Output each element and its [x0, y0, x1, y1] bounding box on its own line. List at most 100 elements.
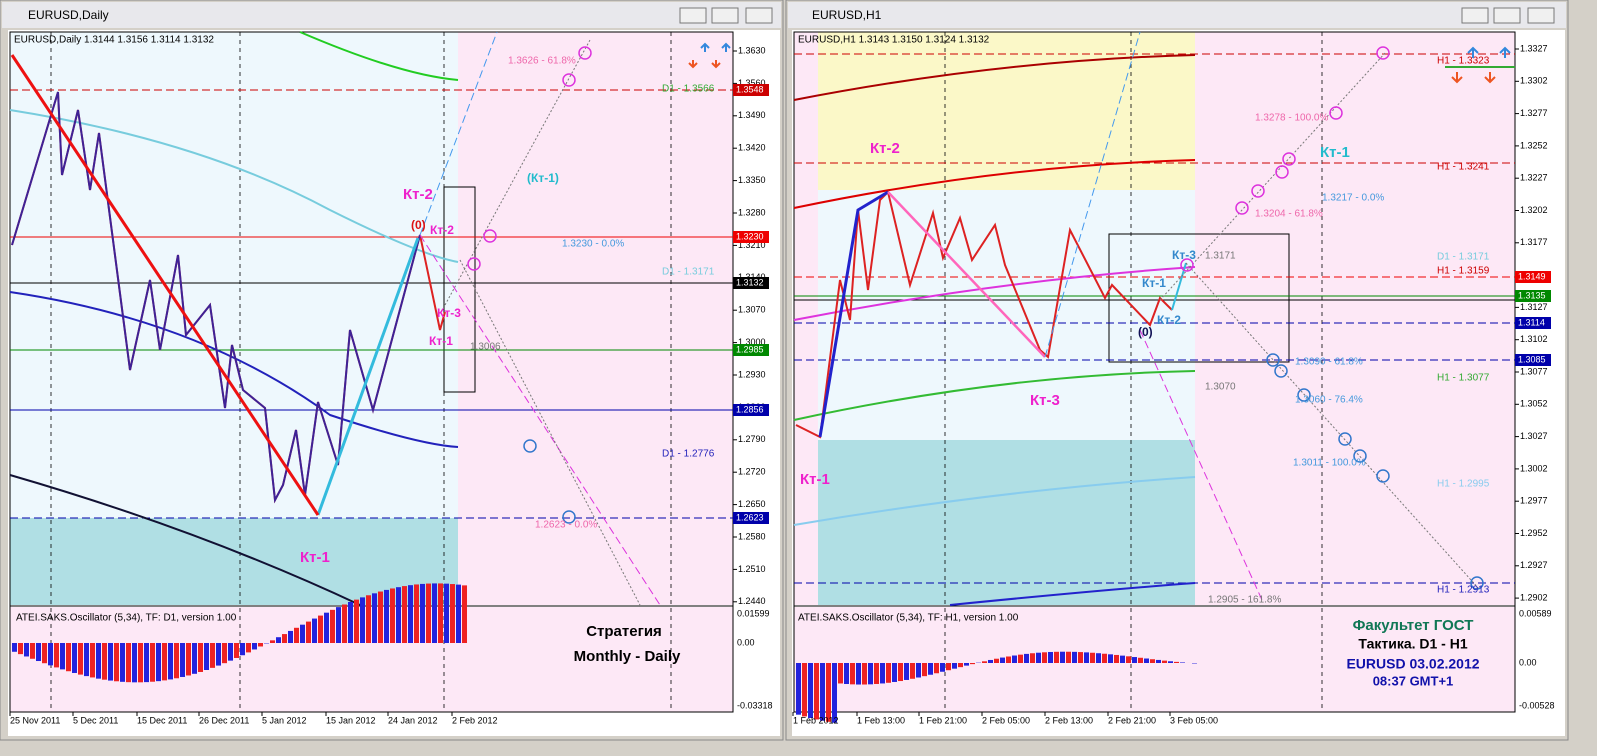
annotation: H1 - 1.2995 [1437, 479, 1490, 490]
oscillator-bar [832, 663, 837, 723]
annotation: 1.3006 [470, 342, 501, 353]
maximize-button[interactable] [1493, 7, 1521, 24]
price-tag-label: 1.3149 [1518, 271, 1546, 281]
oscillator-bar [1036, 652, 1041, 663]
oscillator-bar [438, 583, 443, 643]
minimize-button[interactable] [679, 7, 707, 24]
arrows [688, 42, 1515, 84]
annotation: 1.3217 - 0.0% [1322, 193, 1384, 204]
oscillator-bar [922, 663, 927, 677]
price-tag [733, 512, 769, 524]
price-tag [733, 277, 769, 289]
annotation: H1 - 1.3241 [1437, 162, 1490, 173]
price-tick-label: 1.2440 [738, 596, 766, 606]
price-tick-label: 1.3077 [1520, 366, 1548, 376]
maximize-button[interactable] [711, 7, 739, 24]
oscillator-bar [66, 643, 71, 672]
oscillator-tick-label: 0.01599 [737, 608, 770, 618]
oscillator-bar [30, 643, 35, 659]
oscillator-bar [1048, 651, 1053, 663]
price-tag-label: 1.2985 [736, 344, 764, 354]
oscillator-bar [162, 643, 167, 681]
close-button[interactable] [745, 7, 773, 24]
oscillator-bar [210, 643, 215, 668]
oscillator-bar [444, 583, 449, 643]
price-tick-label: 1.3202 [1520, 205, 1548, 215]
oscillator-tick-label: -0.00528 [1519, 700, 1555, 710]
annotation: Кт-2 [870, 140, 900, 157]
zone [10, 518, 458, 605]
oscillator-bar [252, 643, 257, 650]
oscillator-bar [150, 643, 155, 682]
oscillator-bar [946, 663, 951, 671]
oscillator-bar [1132, 657, 1137, 663]
annotation: Кт-2 [430, 223, 454, 237]
price-tick-label: 1.3252 [1520, 140, 1548, 150]
oscillator-bar [186, 643, 191, 676]
oscillator-bar [1144, 658, 1149, 663]
annotation: Кт-2 [1157, 313, 1181, 327]
window-buttons[interactable] [679, 7, 1555, 24]
date-label: 1 Feb 21:00 [919, 715, 967, 725]
oscillator-bar [96, 643, 101, 679]
oscillator-bar [952, 663, 957, 669]
oscillator-bar [336, 607, 341, 643]
window-title: EURUSD,Daily [28, 8, 109, 22]
price-tick-label: 1.3177 [1520, 237, 1548, 247]
oscillator-bar [958, 663, 963, 668]
annotation: 1.3230 - 0.0% [562, 239, 624, 250]
oscillator-bar [916, 663, 921, 678]
levels [10, 53, 1515, 584]
price-tick-label: 1.3302 [1520, 76, 1548, 86]
price-tick-label: 1.2650 [738, 499, 766, 509]
annotation: 1.3060 - 76.4% [1295, 395, 1363, 406]
oscillator-bar [240, 643, 245, 656]
zone [10, 32, 458, 605]
oscillator-bar [198, 643, 203, 672]
oscillator-bar [126, 643, 131, 683]
window-title: EURUSD,H1 [812, 8, 882, 22]
oscillator-bar [1126, 656, 1131, 663]
oscillator-bar [1072, 651, 1077, 663]
price-tick-label: 1.3277 [1520, 108, 1548, 118]
close-button[interactable] [1527, 7, 1555, 24]
oscillator-bar [1066, 651, 1071, 663]
oscillator-bar [928, 663, 933, 675]
price-tick-label: 1.3127 [1520, 302, 1548, 312]
minimize-button[interactable] [1461, 7, 1489, 24]
price-tick-label: 1.3490 [738, 110, 766, 120]
oscillator-bar [1006, 656, 1011, 663]
annotation: D1 - 1.3171 [1437, 252, 1490, 263]
oscillator-bar [844, 663, 849, 685]
oscillator-bar [408, 585, 413, 643]
oscillator-bar [1156, 659, 1161, 663]
price-tick-label: 1.2790 [738, 434, 766, 444]
date-label: 1 Feb 13:00 [857, 715, 905, 725]
annotation: Кт-3 [1030, 392, 1060, 409]
oscillator-bar [192, 643, 197, 674]
period-separators [50, 32, 1323, 712]
price-tick-label: 1.3102 [1520, 334, 1548, 344]
note: EURUSD 03.02.2012 [1346, 656, 1479, 672]
oscillator-bar [318, 615, 323, 643]
oscillator-title: ATEI.SAKS.Oscillator (5,34), TF: D1, ver… [16, 613, 237, 624]
note: Monthly - Daily [574, 648, 681, 665]
oscillator-bar [84, 643, 89, 677]
annotation: H1 - 1.3159 [1437, 266, 1490, 277]
oscillator-bar [1150, 659, 1155, 663]
price-tick-label: 1.2902 [1520, 592, 1548, 602]
price-tick-label: 1.3070 [738, 305, 766, 315]
note: Тактика. D1 - H1 [1358, 636, 1467, 652]
annotation: (0) [411, 218, 426, 232]
oscillator-bar [988, 659, 993, 663]
oscillator-bar [228, 643, 233, 661]
oscillator-bar [808, 663, 813, 719]
oscillator-bar [36, 643, 41, 662]
oscillator-bar [1012, 655, 1017, 663]
oscillator-tick-label: -0.03318 [737, 700, 773, 710]
price-tag-label: 1.2856 [736, 404, 764, 414]
oscillator-bar [1078, 652, 1083, 663]
date-label: 2 Feb 2012 [452, 715, 498, 725]
oscillator-bar [102, 643, 107, 680]
